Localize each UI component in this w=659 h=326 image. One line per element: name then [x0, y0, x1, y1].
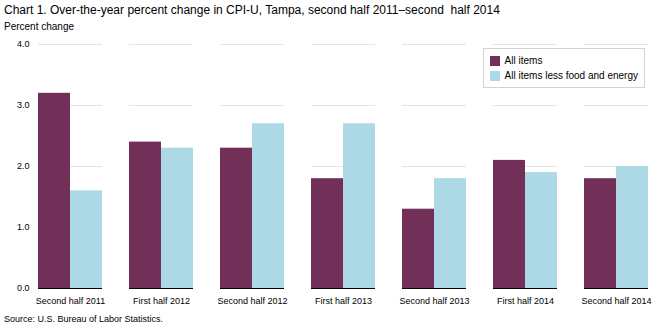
svg-text:Second half 2014: Second half 2014 [581, 296, 651, 306]
html-text:Percent change: Percent change [4, 21, 75, 32]
svg-text:Second half 2013: Second half 2013 [399, 296, 469, 306]
html-text:All items less food and energy: All items less food and energy [504, 70, 638, 81]
svg-text:0.0: 0.0 [17, 283, 30, 293]
svg-text:First half 2014: First half 2014 [497, 296, 554, 306]
svg-text:Second half 2011: Second half 2011 [36, 296, 105, 306]
svg-text:First half 2012: First half 2012 [133, 296, 190, 306]
svg-text:4.0: 4.0 [17, 39, 30, 49]
svg-text:3.0: 3.0 [17, 100, 30, 110]
svg-text:1.0: 1.0 [17, 222, 30, 232]
html-text:Chart 1. Over-the-year percent: Chart 1. Over-the-year percent change in… [4, 3, 500, 17]
html-text:Source: U.S. Bureau of Labor S: Source: U.S. Bureau of Labor Statistics. [4, 314, 164, 324]
svg-text:Second half 2012: Second half 2012 [217, 296, 287, 306]
html-text:All items: All items [504, 55, 543, 66]
svg-text:First half 2013: First half 2013 [315, 296, 372, 306]
svg-text:2.0: 2.0 [17, 161, 30, 171]
